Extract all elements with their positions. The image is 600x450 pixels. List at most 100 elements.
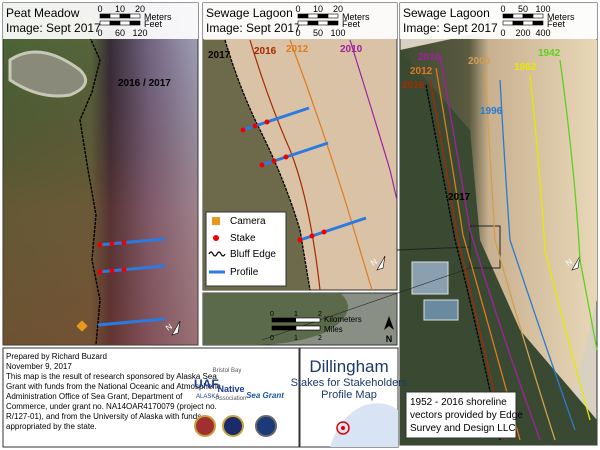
source-note: vectors provided by Edge bbox=[410, 410, 523, 421]
scale-segment bbox=[297, 20, 309, 26]
north-label: N bbox=[564, 257, 574, 268]
profile bbox=[97, 237, 166, 247]
scale-label: 0 bbox=[500, 28, 505, 38]
credit-line: Administration Office of Sea Grant, Depa… bbox=[6, 392, 183, 401]
scale-segment bbox=[317, 13, 329, 19]
logo-seal bbox=[255, 415, 277, 437]
legend-bluff bbox=[208, 251, 226, 257]
scale-unit: Feet bbox=[144, 19, 163, 29]
shoreline bbox=[484, 69, 556, 441]
year-label: 2010 bbox=[340, 44, 363, 55]
scale-unit: Feet bbox=[342, 19, 361, 29]
year-label: 1942 bbox=[538, 48, 561, 59]
scale-label: 2 bbox=[318, 335, 322, 342]
north-arrow bbox=[571, 255, 581, 271]
north-label: N bbox=[369, 257, 379, 268]
scale-label: 400 bbox=[535, 28, 550, 38]
panel-title: Sewage Lagoon bbox=[403, 6, 490, 20]
scale-segment bbox=[109, 20, 121, 26]
map-subtitle: Profile Map bbox=[321, 389, 377, 401]
scale-unit: Feet bbox=[547, 19, 566, 29]
legend-stake bbox=[213, 235, 219, 241]
credits-box bbox=[2, 347, 300, 448]
scale-label: 0 bbox=[97, 28, 102, 38]
location-marker bbox=[336, 421, 350, 435]
panel-image-date: Image: Sept 2017 bbox=[403, 21, 498, 35]
alaska-silhouette bbox=[330, 403, 398, 447]
logo-seagrant: Sea Grant bbox=[246, 391, 284, 400]
credit-line: appropriated by the state. bbox=[6, 422, 97, 431]
legend-label: Bluff Edge bbox=[230, 249, 276, 260]
scale-unit: Miles bbox=[324, 325, 343, 334]
scale-label: 20 bbox=[135, 4, 145, 14]
panel-title: Peat Meadow bbox=[6, 6, 80, 20]
inset-scale bbox=[272, 318, 296, 322]
note-box bbox=[405, 391, 517, 439]
scale-label: 100 bbox=[535, 4, 550, 14]
panel-header bbox=[400, 3, 597, 39]
stake bbox=[121, 267, 127, 273]
stake bbox=[97, 269, 103, 275]
year-label: 2016 bbox=[254, 46, 277, 57]
stake bbox=[252, 123, 258, 129]
panel-title: Sewage Lagoon bbox=[206, 6, 293, 20]
scale-label: 100 bbox=[330, 28, 345, 38]
scale-label: 10 bbox=[115, 4, 125, 14]
legend-label: Stake bbox=[230, 233, 256, 244]
road bbox=[8, 50, 88, 98]
stake bbox=[264, 119, 270, 125]
scale-segment bbox=[119, 13, 131, 19]
scale-segment bbox=[512, 20, 524, 26]
scale-segment bbox=[532, 20, 544, 26]
year-label: 2012 bbox=[410, 66, 433, 77]
year-label: 2017 bbox=[208, 50, 231, 61]
scale-label: 0 bbox=[500, 4, 505, 14]
stake bbox=[283, 154, 289, 160]
scale-unit: Meters bbox=[547, 12, 575, 22]
scale-segment bbox=[307, 13, 319, 19]
stake bbox=[297, 237, 303, 243]
shoreline-2012 bbox=[289, 39, 373, 291]
shoreline bbox=[529, 74, 591, 421]
stake bbox=[321, 229, 327, 235]
scale-segment bbox=[522, 20, 534, 26]
panel-image-date: Image: Sept 2017 bbox=[206, 21, 301, 35]
logo-bbna: Association bbox=[216, 396, 247, 402]
year-label: 1996 bbox=[480, 106, 503, 117]
scale-segment bbox=[532, 13, 544, 19]
scale-unit: Kilometers bbox=[324, 315, 362, 324]
scale-segment bbox=[119, 20, 131, 26]
scale-segment bbox=[129, 13, 141, 19]
shoreline-2010 bbox=[349, 39, 398, 201]
year-label: 2012 bbox=[286, 44, 309, 55]
map-title: Dillingham bbox=[309, 357, 388, 376]
year-label: 2000 bbox=[468, 56, 491, 67]
scale-segment bbox=[512, 13, 524, 19]
shoreline bbox=[439, 54, 541, 441]
stake bbox=[97, 242, 103, 248]
scale-label: 0 bbox=[97, 4, 102, 14]
scale-segment bbox=[502, 13, 514, 19]
profile bbox=[97, 317, 166, 327]
stake bbox=[109, 241, 115, 247]
date: November 9, 2017 bbox=[6, 362, 72, 371]
scale-label: 0 bbox=[295, 28, 300, 38]
logo-seal bbox=[194, 415, 216, 437]
scale-label: 10 bbox=[313, 4, 323, 14]
scale-segment bbox=[317, 20, 329, 26]
scale-label: 50 bbox=[313, 28, 323, 38]
credit-line: This map is the result of research spons… bbox=[6, 372, 217, 381]
credit-line: R/127-01), and from the University of Al… bbox=[6, 412, 201, 421]
scale-segment bbox=[129, 20, 141, 26]
scale-label: 0 bbox=[270, 311, 274, 318]
scale-segment bbox=[99, 13, 111, 19]
shoreline bbox=[429, 79, 506, 441]
shoreline bbox=[499, 79, 576, 431]
stake bbox=[121, 240, 127, 246]
scale-segment bbox=[522, 13, 534, 19]
bluff-edge bbox=[79, 14, 101, 346]
scale-segment bbox=[327, 13, 339, 19]
scale-segment bbox=[307, 20, 319, 26]
